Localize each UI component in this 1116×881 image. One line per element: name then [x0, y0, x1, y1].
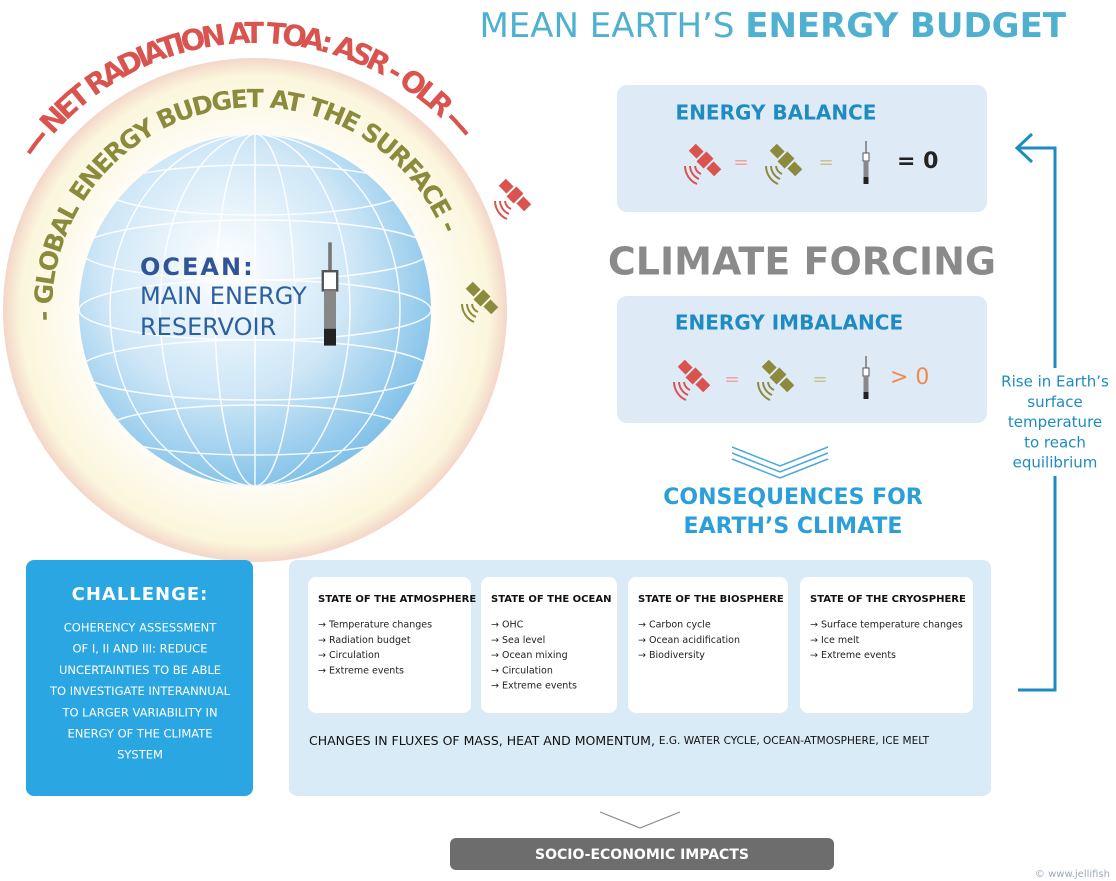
- feedback-line: Rise in Earth’s: [1001, 373, 1109, 391]
- state-item: → Ice melt: [810, 635, 860, 646]
- state-title: STATE OF THE BIOSPHERE: [638, 594, 784, 605]
- challenge-line: ENERGY OF THE CLIMATE: [67, 727, 212, 741]
- challenge-line: TO INVESTIGATE INTERANNUAL: [49, 684, 231, 698]
- feedback-line: to reach: [1024, 433, 1086, 451]
- title: MEAN EARTH’S ENERGY BUDGET: [479, 6, 1066, 46]
- state-card: [481, 577, 617, 713]
- down-chevron: [731, 446, 829, 479]
- balance-result: = 0: [897, 149, 938, 174]
- state-item: → Surface temperature changes: [810, 620, 963, 631]
- state-item: → Extreme events: [318, 665, 404, 676]
- fluxes-examples: E.G. WATER CYCLE, OCEAN-ATMOSPHERE, ICE …: [659, 735, 930, 747]
- feedback-label: Rise in Earth’s surface temperature to reac…: [1001, 373, 1109, 472]
- feedback-label-bg: [995, 368, 1115, 476]
- state-item: → Biodiversity: [638, 650, 705, 661]
- state-card: [308, 577, 471, 713]
- challenge-text: COHERENCY ASSESSMENT OF I, II AND III: RE…: [49, 621, 231, 762]
- ocean-text: MAIN ENERGY: [140, 282, 307, 310]
- state-item: → Extreme events: [491, 681, 577, 692]
- satellite-icon: [494, 176, 534, 220]
- state-title: STATE OF THE OCEAN: [491, 594, 611, 605]
- state-item: → Radiation budget: [318, 635, 411, 646]
- equals: =: [812, 369, 827, 390]
- state-title: STATE OF THE ATMOSPHERE: [318, 594, 476, 605]
- state-item: → Carbon cycle: [638, 620, 711, 631]
- impacts-box: [450, 838, 834, 870]
- state-item: → Circulation: [491, 665, 553, 676]
- arrow-head: [1014, 132, 1034, 164]
- state-title: STATE OF THE CRYOSPHERE: [810, 594, 966, 605]
- title-light: MEAN EARTH’S: [479, 6, 734, 46]
- down-chevron: [599, 811, 681, 829]
- challenge-line: TO LARGER VARIABILITY IN: [61, 705, 217, 719]
- ocean-text: RESERVOIR: [140, 313, 276, 341]
- challenge-line: OF I, II AND III: REDUCE: [73, 642, 208, 656]
- fluxes-text: CHANGES IN FLUXES OF MASS, HEAT AND MOME…: [309, 733, 930, 748]
- state-item: → Temperature changes: [318, 620, 432, 631]
- forcing-label: CLIMATE FORCING: [608, 240, 996, 284]
- equals: =: [818, 152, 833, 173]
- title-bold: ENERGY BUDGET: [745, 6, 1067, 46]
- balance-title: ENERGY BALANCE: [676, 101, 877, 125]
- state-item: → Circulation: [318, 650, 380, 661]
- feedback-line: surface: [1027, 393, 1082, 411]
- consequences-title: EARTH’S CLIMATE: [684, 514, 903, 539]
- equals: =: [724, 369, 739, 390]
- balance-box: [617, 85, 987, 212]
- feedback-line: equilibrium: [1013, 454, 1098, 472]
- ocean-title: OCEAN:: [140, 253, 255, 281]
- state-item: → Extreme events: [810, 650, 896, 661]
- credit: © www.jellifish: [1035, 869, 1110, 880]
- imbalance-title: ENERGY IMBALANCE: [675, 311, 903, 335]
- challenge-title: CHALLENGE:: [72, 584, 209, 605]
- feedback-line: temperature: [1008, 413, 1102, 431]
- challenge-box: [26, 560, 253, 796]
- states: STATE OF THE ATMOSPHERE → Temperature cha…: [308, 577, 973, 713]
- challenge-line: COHERENCY ASSESSMENT: [64, 621, 217, 635]
- state-item: → OHC: [491, 620, 524, 631]
- challenge-line: SYSTEM: [117, 748, 163, 762]
- challenge-line: UNCERTAINTIES TO BE ABLE: [59, 663, 221, 677]
- imbalance-box: [617, 296, 987, 423]
- state-item: → Sea level: [491, 635, 545, 646]
- equals: =: [733, 152, 748, 173]
- consequences-title: CONSEQUENCES FOR: [663, 485, 923, 510]
- state-card: [628, 577, 788, 713]
- fluxes-main: CHANGES IN FLUXES OF MASS, HEAT AND MOME…: [309, 733, 655, 748]
- state-card: [800, 577, 973, 713]
- imbalance-result: > 0: [890, 365, 929, 390]
- state-item: → Ocean acidification: [638, 635, 740, 646]
- impacts-label: SOCIO-ECONOMIC IMPACTS: [535, 847, 749, 863]
- state-item: → Ocean mixing: [491, 650, 568, 661]
